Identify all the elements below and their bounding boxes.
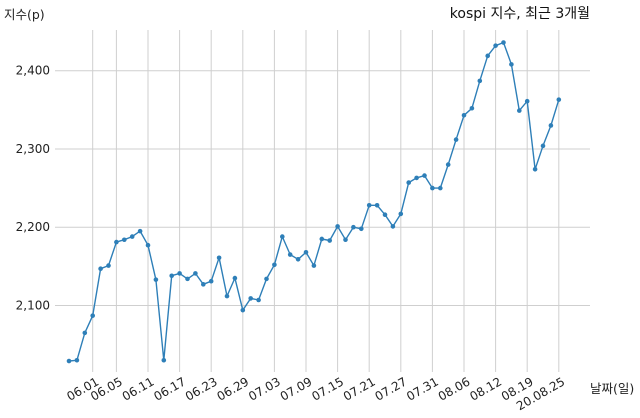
data-point	[280, 234, 285, 239]
y-tick-label: 2,100	[16, 298, 50, 312]
data-point	[335, 224, 340, 229]
data-point	[74, 357, 80, 363]
data-point	[185, 276, 190, 282]
grid-lines	[55, 30, 590, 372]
data-point	[319, 236, 325, 242]
data-point	[540, 143, 546, 149]
series-layer	[66, 40, 562, 364]
data-point	[438, 185, 443, 191]
x-tick-label: 06.29	[215, 374, 252, 403]
data-point	[351, 224, 356, 230]
data-point	[169, 273, 174, 279]
data-point	[295, 257, 301, 262]
x-tick-label: 07.31	[404, 374, 441, 403]
data-point	[453, 137, 459, 142]
y-axis-title: 지수(p)	[4, 7, 45, 22]
x-tick-label: 07.15	[309, 374, 346, 403]
data-point	[556, 97, 562, 102]
data-point	[129, 234, 135, 239]
series-line	[68, 41, 560, 362]
data-point	[548, 123, 554, 128]
data-point	[461, 113, 467, 118]
data-point	[532, 167, 538, 172]
data-point	[82, 330, 88, 336]
data-point	[406, 180, 412, 185]
data-point	[398, 211, 404, 217]
data-point	[114, 239, 119, 245]
data-point	[161, 357, 167, 363]
data-point	[382, 212, 388, 217]
data-point	[122, 237, 127, 243]
data-point	[177, 271, 182, 276]
data-point	[390, 224, 396, 229]
y-tick-label: 2,300	[16, 142, 50, 156]
data-point	[359, 226, 364, 232]
x-axis-ticks: 06.0106.0506.1106.1706.2306.2907.0307.09…	[64, 374, 567, 413]
data-point	[311, 263, 317, 268]
x-axis-title: 날짜(일)	[590, 381, 634, 396]
data-point	[106, 263, 111, 268]
data-point	[524, 98, 530, 104]
x-tick-label: 08.06	[436, 374, 473, 403]
data-point	[264, 276, 269, 282]
data-point	[414, 175, 419, 181]
data-point	[232, 275, 238, 281]
data-point	[201, 282, 206, 287]
x-tick-label: 08.12	[467, 374, 504, 403]
data-point	[193, 271, 198, 276]
data-point	[90, 313, 95, 318]
x-tick-label: 07.21	[341, 374, 378, 403]
data-point	[477, 78, 483, 84]
data-point	[256, 297, 261, 303]
data-point	[216, 255, 222, 261]
data-point	[303, 249, 309, 255]
data-point	[501, 40, 506, 45]
data-point	[422, 173, 427, 178]
y-tick-label: 2,400	[16, 64, 50, 78]
chart-title: kospi 지수, 최근 3개월	[450, 6, 590, 22]
data-point	[145, 242, 151, 248]
x-tick-label: 07.03	[246, 374, 283, 403]
data-point	[469, 105, 475, 111]
y-tick-label: 2,200	[16, 220, 50, 234]
data-point	[240, 307, 246, 313]
data-point	[445, 162, 451, 167]
x-tick-label: 06.17	[151, 374, 188, 403]
data-point	[224, 293, 230, 299]
data-point	[485, 53, 491, 59]
data-point	[66, 358, 72, 364]
data-point	[430, 185, 435, 191]
data-point	[374, 203, 380, 208]
data-point	[153, 277, 159, 282]
data-point	[493, 43, 498, 48]
x-tick-label: 06.11	[120, 374, 157, 403]
x-tick-label: 07.27	[373, 374, 410, 403]
x-tick-label: 06.23	[183, 374, 220, 403]
data-point	[287, 252, 293, 257]
data-point	[272, 262, 277, 268]
data-point	[208, 278, 214, 284]
data-point	[327, 238, 333, 243]
data-point	[366, 203, 372, 208]
data-point	[517, 108, 522, 113]
data-point	[509, 62, 514, 67]
y-axis-ticks: 2,100 2,200 2,300 2,400	[16, 64, 50, 313]
data-point	[343, 237, 348, 243]
data-point	[248, 296, 253, 301]
data-point	[137, 228, 143, 234]
x-tick-label: 07.09	[278, 374, 315, 403]
data-point	[98, 266, 103, 271]
